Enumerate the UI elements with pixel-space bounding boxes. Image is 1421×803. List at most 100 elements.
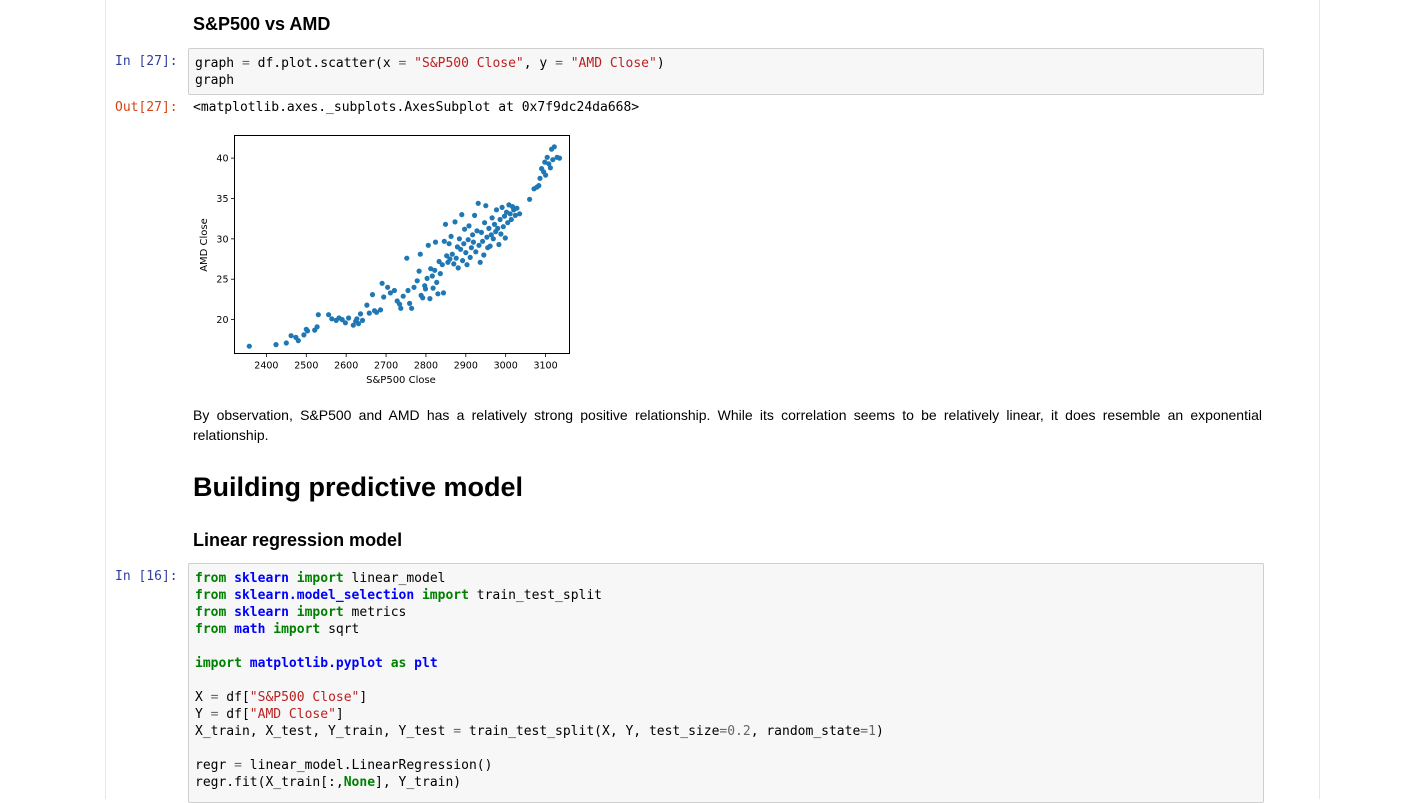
code-token: df[ <box>218 690 250 705</box>
x-axis-ticks: 2400 2500 2600 2700 2800 2900 3000 3100 <box>254 353 558 372</box>
scatter-point <box>387 290 393 296</box>
scatter-point <box>500 224 506 230</box>
scatter-point <box>462 226 468 232</box>
scatter-point <box>452 219 458 225</box>
code-token <box>226 622 234 637</box>
y-axis-ticks: 20 25 30 35 40 <box>216 154 235 326</box>
code-token: metrics <box>343 605 407 620</box>
scatter-point <box>315 312 321 318</box>
cell-16-code[interactable]: from sklearn import linear_model from skl… <box>195 570 884 791</box>
code-token: graph <box>195 73 235 88</box>
code-token: regr.fit(X_train[:, <box>195 775 344 790</box>
scatter-point <box>470 239 476 245</box>
code-token <box>414 588 422 603</box>
scatter-point <box>355 321 362 327</box>
scatter-point <box>391 287 397 294</box>
code-token: from <box>195 588 227 603</box>
code-token: from <box>195 571 227 586</box>
scatter-point <box>400 293 406 299</box>
code-token: sqrt <box>320 622 360 637</box>
scatter-point <box>409 305 415 311</box>
code-line: from sklearn.model_selection import trai… <box>195 587 884 604</box>
code-token: ) <box>875 724 884 739</box>
scatter-point <box>417 251 423 257</box>
scatter-point <box>489 215 495 221</box>
code-token: train_test_split <box>468 588 603 603</box>
scatter-point <box>425 242 431 248</box>
code-token: linear_model <box>343 571 446 586</box>
scatter-point <box>397 301 403 307</box>
scatter-point <box>547 165 553 171</box>
scatter-point <box>314 324 320 330</box>
scatter-point <box>434 279 440 285</box>
code-token: = <box>555 56 563 71</box>
scatter-point <box>460 258 466 264</box>
scatter-point <box>542 159 548 165</box>
cell-27-code-editor[interactable]: graph = df.plot.scatter(x = "S&P500 Clos… <box>188 48 1264 95</box>
scatter-point <box>379 280 385 286</box>
cell-27-code[interactable]: graph = df.plot.scatter(x = "S&P500 Clos… <box>195 55 665 89</box>
x-tick-label: 2600 <box>334 361 358 372</box>
scatter-point <box>451 261 457 267</box>
scatter-point <box>295 338 301 344</box>
scatter-point <box>432 239 439 245</box>
y-tick-label: 35 <box>216 194 228 205</box>
scatter-point <box>483 203 489 209</box>
code-token: "AMD Close" <box>570 56 657 71</box>
code-line: from sklearn import metrics <box>195 604 884 621</box>
code-token: linear_model.LinearRegression() <box>241 758 493 773</box>
scatter-point <box>493 207 500 213</box>
code-line <box>195 740 884 757</box>
code-token <box>289 571 297 586</box>
code-token: sklearn.model_selection <box>234 588 415 603</box>
scatter-point <box>437 271 443 277</box>
code-token: = <box>398 56 407 71</box>
code-token: Y <box>195 707 211 722</box>
scatter-point <box>246 343 252 349</box>
code-line: regr = linear_model.LinearRegression() <box>195 757 884 774</box>
scatter-point <box>329 316 335 322</box>
code-line: from math import sqrt <box>195 621 884 638</box>
code-token: = <box>719 724 728 739</box>
scatter-point <box>507 211 513 217</box>
scatter-point <box>477 259 483 265</box>
scatter-point <box>505 220 511 226</box>
scatter-point <box>455 265 461 271</box>
code-token: df.plot.scatter(x <box>249 56 399 71</box>
scatter-point <box>456 236 462 242</box>
scatter-point <box>481 252 487 258</box>
scatter-point <box>508 216 514 223</box>
cell-16-code-editor[interactable]: from sklearn import linear_model from skl… <box>188 563 1264 803</box>
code-token: X_train, X_test, Y_train, Y_test <box>195 724 454 739</box>
code-token: import <box>421 588 469 603</box>
section-heading-linear-regression-model: Linear regression model <box>193 530 403 550</box>
x-tick-label: 2800 <box>414 361 438 372</box>
scatter-point <box>432 267 438 273</box>
scatter-point <box>354 316 360 322</box>
scatter-point <box>429 273 435 279</box>
code-token: = <box>210 690 219 705</box>
x-tick-label: 2500 <box>294 361 318 372</box>
cell-16-input-prompt: In [16]: <box>115 569 178 584</box>
code-token <box>226 605 234 620</box>
scatter-point <box>420 295 426 301</box>
x-tick-label: 3000 <box>494 361 518 372</box>
code-line: regr.fit(X_train[:,None], Y_train) <box>195 774 884 791</box>
code-token: import <box>296 571 344 586</box>
scatter-point <box>339 317 345 323</box>
code-token: = <box>860 724 869 739</box>
scatter-point <box>346 315 352 321</box>
code-line <box>195 638 884 655</box>
scatter-point <box>448 233 454 239</box>
section-heading-building-predictive-model: Building predictive model <box>193 472 524 502</box>
scatter-point <box>461 241 467 247</box>
scatter-point <box>490 236 496 242</box>
x-tick-label: 2900 <box>454 361 478 372</box>
code-token: plt <box>414 656 438 671</box>
cell-27-input-prompt: In [27]: <box>115 54 178 69</box>
scatter-point <box>544 154 550 160</box>
scatter-point <box>484 234 490 240</box>
code-token: from <box>195 622 227 637</box>
code-token: graph <box>195 56 242 71</box>
scatter-point <box>550 157 556 163</box>
